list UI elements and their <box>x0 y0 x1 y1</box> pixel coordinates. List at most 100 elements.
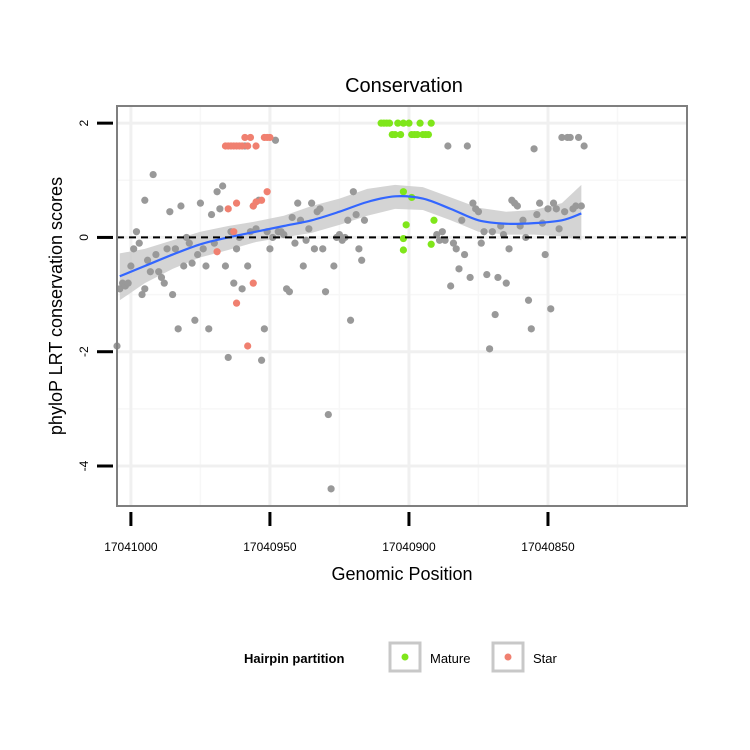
data-point <box>469 199 477 207</box>
data-point <box>146 268 154 276</box>
data-point <box>160 279 168 287</box>
data-point <box>499 230 508 239</box>
data-point <box>580 142 588 150</box>
data-points-layer <box>113 119 588 493</box>
data-point <box>527 325 535 333</box>
data-point <box>299 262 307 270</box>
x-tick-label: 17040850 <box>521 540 575 554</box>
data-point <box>358 256 366 264</box>
mature-point <box>427 240 435 248</box>
data-point <box>224 353 232 362</box>
data-point <box>285 288 293 296</box>
data-point <box>155 268 163 276</box>
data-point <box>455 265 463 273</box>
data-point <box>533 210 541 219</box>
data-point <box>271 136 280 144</box>
data-point <box>174 325 182 333</box>
data-point <box>349 188 357 196</box>
data-point <box>185 239 193 247</box>
data-point <box>352 210 360 219</box>
data-point <box>152 250 160 259</box>
x-axis-title: Genomic Position <box>331 564 472 584</box>
data-point <box>266 245 274 253</box>
smooth-line-layer <box>119 195 582 278</box>
data-point <box>541 250 549 259</box>
legend-label-mature: Mature <box>430 651 470 666</box>
mature-point <box>424 130 433 139</box>
data-point <box>310 245 319 253</box>
data-point <box>180 262 188 270</box>
y-tick-label: 0 <box>77 234 91 241</box>
legend-title: Hairpin partition <box>244 651 344 666</box>
star-point <box>232 299 241 307</box>
data-point <box>502 279 510 287</box>
mature-point <box>416 119 424 127</box>
confidence-ribbon <box>119 184 582 301</box>
data-point <box>555 225 563 233</box>
x-tick-label: 17041000 <box>104 540 158 554</box>
data-point <box>360 216 369 224</box>
data-point <box>319 245 327 253</box>
data-point <box>452 245 460 253</box>
data-point <box>435 236 444 244</box>
data-point <box>202 262 210 270</box>
legend-swatch-star <box>504 653 512 661</box>
data-point <box>127 262 135 270</box>
mature-point <box>402 221 410 229</box>
star-point <box>249 279 257 287</box>
data-point <box>566 133 574 142</box>
star-point <box>238 142 246 150</box>
data-point <box>188 259 196 267</box>
y-tick-label: -4 <box>77 460 91 471</box>
data-point <box>257 356 266 364</box>
legend-label-star: Star <box>533 651 558 666</box>
data-point <box>463 142 471 150</box>
data-point <box>196 199 205 207</box>
data-point <box>480 228 488 236</box>
data-point <box>474 208 483 216</box>
star-point <box>252 142 260 150</box>
data-point <box>449 239 458 247</box>
star-point <box>266 133 274 142</box>
star-point <box>213 248 221 256</box>
data-point <box>141 285 149 293</box>
data-point <box>477 239 485 247</box>
data-point <box>561 208 569 216</box>
data-point <box>230 279 238 287</box>
data-point <box>166 208 174 216</box>
data-point <box>177 202 185 210</box>
star-point <box>263 188 271 196</box>
data-point <box>574 133 583 142</box>
data-point <box>308 199 316 207</box>
data-point <box>244 262 252 270</box>
data-point <box>433 230 441 239</box>
data-point <box>324 410 332 419</box>
star-point <box>246 133 255 142</box>
data-point <box>305 225 313 233</box>
y-tick-label: 2 <box>77 119 91 126</box>
data-point <box>530 145 538 153</box>
mature-point <box>394 119 402 127</box>
data-point <box>552 205 560 213</box>
data-point <box>447 282 455 290</box>
data-point <box>505 245 513 253</box>
data-point <box>232 245 241 253</box>
data-point <box>491 310 499 319</box>
data-point <box>124 279 132 287</box>
data-point <box>280 230 288 239</box>
data-point <box>577 202 585 210</box>
mature-point <box>399 246 407 254</box>
data-point <box>330 262 338 270</box>
star-point <box>232 199 241 207</box>
chart-title: Conservation <box>345 75 463 97</box>
data-point <box>438 228 446 236</box>
mature-point <box>413 130 421 139</box>
x-tick-label: 17040900 <box>382 540 436 554</box>
data-point <box>135 239 143 247</box>
x-tick-label: 17040950 <box>243 540 297 554</box>
data-point <box>355 245 363 253</box>
data-point <box>302 236 310 244</box>
data-point <box>288 213 296 222</box>
data-point <box>346 316 355 324</box>
